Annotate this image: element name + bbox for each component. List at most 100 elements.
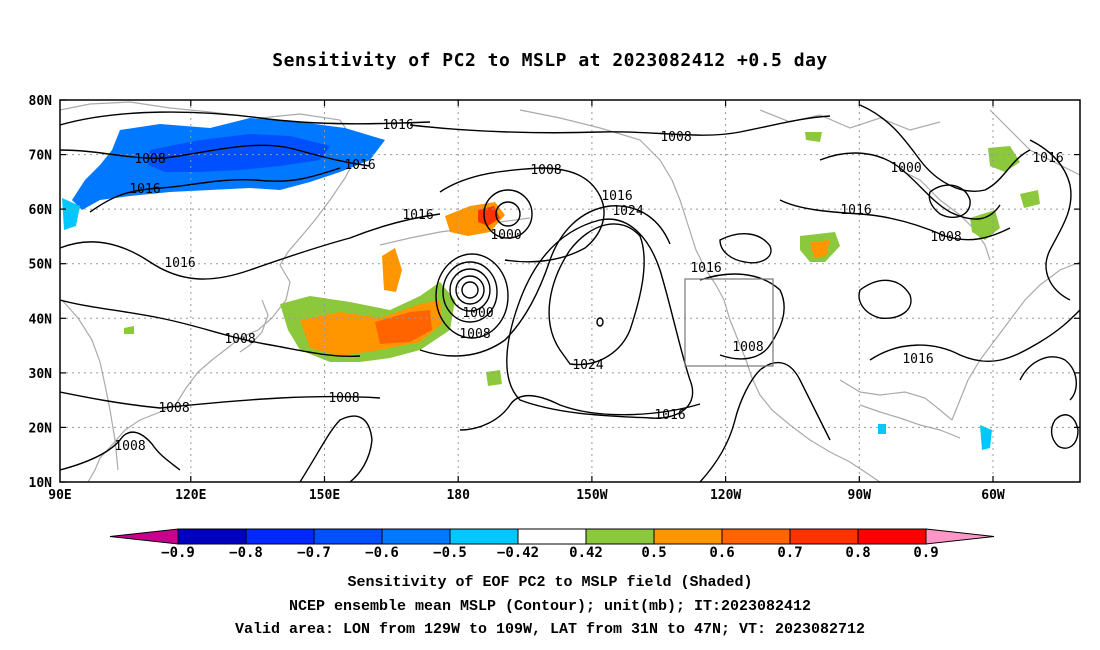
positive-patch-pacific-hot	[375, 310, 432, 344]
lat-label: 20N	[29, 421, 53, 436]
map-area: 1016 1008 1016 1016 1008 1016 1024 1000 …	[60, 100, 1080, 482]
lat-label: 30N	[29, 367, 53, 382]
negative-patch-siberia-core	[148, 134, 330, 172]
contour-label: 1024	[572, 358, 603, 373]
contour-line	[928, 184, 971, 218]
contour-label: 1000	[490, 228, 521, 243]
contour-line	[60, 111, 431, 126]
coastline-arctic-islands	[759, 109, 941, 131]
contour-line	[699, 361, 831, 482]
latitude-labels: 80N 70N 60N 50N 40N 30N 20N 10N	[29, 94, 53, 491]
coastline-caribbean	[859, 404, 961, 439]
contour-label: 1008	[530, 163, 561, 178]
coastline-na-east	[951, 261, 1080, 421]
contour-line	[719, 233, 772, 264]
positive-patch-arctic	[805, 132, 822, 142]
contour-label: 1016	[601, 189, 632, 204]
contour-line	[89, 167, 341, 213]
contour-line	[859, 104, 1031, 192]
contour-small-high	[596, 317, 604, 327]
valid-area-box	[684, 278, 774, 367]
contour-label: 1016	[1032, 151, 1063, 166]
contour-label: 1016	[902, 352, 933, 367]
contour-line	[60, 299, 361, 358]
positive-patch-canada-core	[810, 240, 830, 258]
map-title: Sensitivity of PC2 to MSLP at 2023082412…	[272, 50, 828, 71]
colorbar-label: −0.42	[497, 545, 539, 561]
contour-line	[409, 115, 831, 136]
coastline-hudson	[899, 169, 991, 261]
sensitivity-shading	[62, 118, 1040, 450]
contour-line	[779, 199, 1011, 241]
colorbar-label: −0.9	[161, 545, 195, 561]
lon-label: 120W	[710, 488, 741, 503]
contour-low-center	[435, 253, 509, 339]
negative-patch-gulf	[878, 424, 886, 434]
lat-label: 80N	[29, 94, 53, 109]
contour-low-center	[461, 281, 479, 299]
colorbar-label: 0.7	[777, 545, 802, 561]
positive-patch-japan	[124, 326, 134, 334]
contour-label: 1016	[164, 256, 195, 271]
contour-label: 1000	[462, 306, 493, 321]
colorbar-swatch	[381, 528, 451, 545]
colorbar-label: 0.8	[845, 545, 870, 561]
contour-line	[1050, 414, 1079, 449]
contour-line	[60, 391, 381, 409]
contour-line	[699, 273, 785, 360]
contour-line	[506, 218, 694, 419]
colorbar-label: 0.5	[641, 545, 666, 561]
colorbar-swatch	[177, 528, 247, 545]
lat-label: 40N	[29, 312, 53, 327]
contour-label: 1016	[690, 261, 721, 276]
map-frame	[59, 99, 1081, 483]
colorbar-swatch	[789, 528, 859, 545]
coastline-asia-inner	[61, 299, 119, 471]
contour-line	[299, 415, 373, 482]
caption-line-2: NCEP ensemble mean MSLP (Contour); unit(…	[288, 598, 812, 615]
positive-patch-small-2	[486, 370, 502, 386]
positive-patch-atlantic	[1020, 190, 1040, 208]
caption-line-3: Valid area: LON from 129W to 109W, LAT f…	[234, 621, 866, 638]
colorbar-arrow-high	[925, 528, 995, 545]
contour-labels: 1016 1008 1016 1016 1008 1016 1024 1000 …	[129, 118, 1063, 423]
lat-label: 50N	[29, 258, 53, 273]
lon-label: 150W	[576, 488, 607, 503]
contour-label: 1016	[402, 208, 433, 223]
coastline-asia	[60, 101, 361, 482]
lat-label: 60N	[29, 203, 53, 218]
mslp-contours	[60, 104, 1080, 482]
contour-label: 1000	[890, 161, 921, 176]
coastline-japan	[239, 299, 269, 353]
contour-label: 1008	[328, 391, 359, 406]
lon-label: 180	[446, 488, 470, 503]
caption-line-1: Sensitivity of EOF PC2 to MSLP field (Sh…	[347, 574, 753, 591]
contour-line	[60, 144, 371, 167]
colorbar-swatch	[245, 528, 315, 545]
longitude-labels: 90E 120E 150E 180 150W 120W 90W 60W	[48, 488, 1005, 503]
colorbar: −0.9 −0.8 −0.7 −0.6 −0.5 −0.42 0.42 0.5 0.6 0.7 0.…	[109, 528, 995, 561]
contour-low-center	[455, 275, 485, 305]
contour-line	[858, 279, 912, 319]
colorbar-label: −0.5	[433, 545, 467, 561]
positive-patch-small-1	[382, 248, 402, 292]
colorbar-swatch	[721, 528, 791, 545]
colorbar-swatch	[517, 528, 587, 545]
contour-line	[548, 223, 645, 366]
negative-patch-siberia-light	[62, 198, 80, 230]
contour-label: 1008	[459, 327, 490, 342]
contour-line	[1019, 356, 1077, 401]
colorbar-swatch	[449, 528, 519, 545]
contour-line	[819, 152, 1001, 220]
contour-line	[60, 431, 181, 471]
coastline-na-west	[723, 299, 881, 482]
coastline-gulf	[839, 379, 953, 421]
contour-low-center	[442, 261, 498, 323]
colorbar-label: −0.7	[297, 545, 331, 561]
lat-label: 70N	[29, 149, 53, 164]
colorbar-label: 0.9	[913, 545, 938, 561]
contour-label: 1024	[612, 204, 643, 219]
contour-line	[1029, 139, 1072, 301]
colorbar-swatch	[857, 528, 927, 545]
